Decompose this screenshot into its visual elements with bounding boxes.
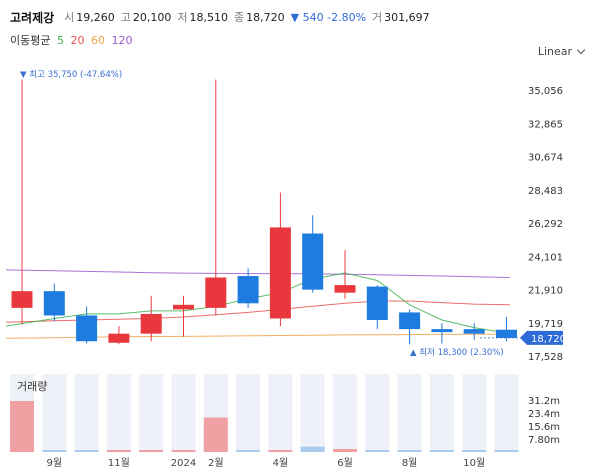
volume-bar [171, 450, 196, 452]
volume-bar [203, 417, 228, 452]
candle-body [205, 277, 227, 308]
candle-body [334, 285, 356, 293]
price-tick-label: 28,483 [528, 186, 563, 197]
price-tick-label: 32,865 [528, 119, 563, 130]
volume-column-bg [171, 374, 196, 452]
volume-column-bg [268, 374, 293, 452]
ma120-line [5, 269, 511, 278]
volume-section-title: 거래량 [17, 380, 48, 393]
volume-column-bg [365, 374, 390, 452]
price-tick-label: 35,056 [528, 86, 563, 97]
current-price-tag [520, 330, 563, 345]
volume-column-bg [139, 374, 164, 452]
volume-bar [365, 450, 390, 452]
candle-body [366, 286, 388, 321]
volume-bar [494, 450, 519, 452]
volume-bar [42, 450, 67, 452]
month-label: 6월 [337, 457, 353, 469]
month-label: 8월 [402, 457, 418, 469]
close-value: 18,720 [246, 10, 285, 24]
candle-body [496, 329, 517, 338]
change-value: ▼ 540 -2.80% [290, 10, 367, 24]
candle-body [399, 312, 421, 330]
open-label: 시 [64, 11, 75, 24]
close-label: 종 [234, 11, 245, 24]
volume-column-bg [74, 374, 99, 452]
month-label: 2024 [171, 458, 196, 469]
volume-column-bg [300, 374, 325, 452]
ma20-line [5, 300, 511, 323]
low-annotation: ▲ 최저 18,300 (2.30%) [410, 347, 504, 358]
high-annotation: ▼ 최고 35,750 (-47.64%) [20, 69, 122, 80]
candle-body [173, 304, 194, 310]
high-label: 고 [120, 11, 131, 24]
volume-column-bg [106, 374, 131, 452]
low-value: 18,510 [189, 10, 229, 24]
ma-60[interactable]: 60 [90, 34, 105, 47]
price-tick-label: 26,292 [528, 219, 563, 230]
low-label: 저 [177, 11, 188, 24]
volume-tick-label: 23.4m [528, 409, 560, 420]
volume-column-bg [462, 374, 487, 452]
candle-body [237, 275, 259, 304]
price-tick-label: 24,101 [528, 252, 563, 263]
ma-5[interactable]: 5 [56, 34, 64, 47]
open-value: 19,260 [76, 10, 115, 24]
moving-average-legend: 이동평균 5 20 60 120 [10, 32, 135, 48]
candle-body [76, 315, 98, 342]
volume-column-bg [429, 374, 454, 452]
volume-bar [462, 450, 487, 452]
month-label: 9월 [47, 457, 63, 469]
volume-bar [106, 450, 131, 452]
candle-body [463, 329, 485, 334]
current-price-label: 18,720 [531, 334, 566, 345]
scale-label: Linear [537, 45, 572, 58]
stock-header: 고려제강 시 19,260 고 20,100 저 18,510 종 18,720… [10, 8, 436, 26]
volume-bar [300, 446, 325, 452]
price-tick-label: 30,674 [528, 153, 563, 164]
volume-column-bg [397, 374, 422, 452]
price-tick-label: 17,528 [528, 352, 563, 363]
candle-body [269, 227, 291, 319]
ma5-line [5, 272, 511, 335]
price-tick-label: 19,719 [528, 319, 563, 330]
volume-tick-label: 7.80m [528, 435, 560, 446]
stock-name[interactable]: 고려제강 [10, 10, 55, 25]
price-tick-label: 21,910 [528, 286, 563, 297]
volume-column-bg [333, 374, 357, 452]
month-label: 2월 [208, 457, 224, 469]
ma60-line [5, 333, 511, 339]
ma-20[interactable]: 20 [70, 34, 85, 47]
volume-label: 거 [372, 11, 383, 24]
volume-bar [139, 450, 164, 452]
volume-bar [74, 450, 99, 452]
volume-tick-label: 15.6m [528, 422, 560, 433]
ma-label: 이동평균 [10, 34, 51, 47]
high-value: 20,100 [132, 10, 172, 24]
volume-tick-label: 31.2m [528, 396, 560, 407]
volume-bar [10, 401, 34, 452]
volume-bar [333, 449, 357, 452]
volume-value: 301,697 [384, 10, 430, 24]
volume-bar [236, 450, 261, 452]
ma-120[interactable]: 120 [111, 34, 133, 47]
month-label: 11월 [108, 457, 130, 469]
month-label: 4월 [273, 457, 289, 469]
volume-column-bg [42, 374, 67, 452]
candle-body [431, 329, 453, 333]
scale-dropdown[interactable]: Linear [537, 45, 586, 58]
candle-body [140, 313, 162, 334]
candle-body [302, 233, 324, 290]
candle-body [108, 333, 130, 343]
volume-bar [397, 450, 422, 452]
candle-body [43, 291, 65, 316]
month-label: 10월 [463, 457, 485, 469]
volume-column-bg [494, 374, 519, 452]
candle-body [11, 291, 33, 308]
volume-column-bg [236, 374, 261, 452]
volume-bar [429, 450, 454, 452]
volume-bar [268, 450, 293, 452]
